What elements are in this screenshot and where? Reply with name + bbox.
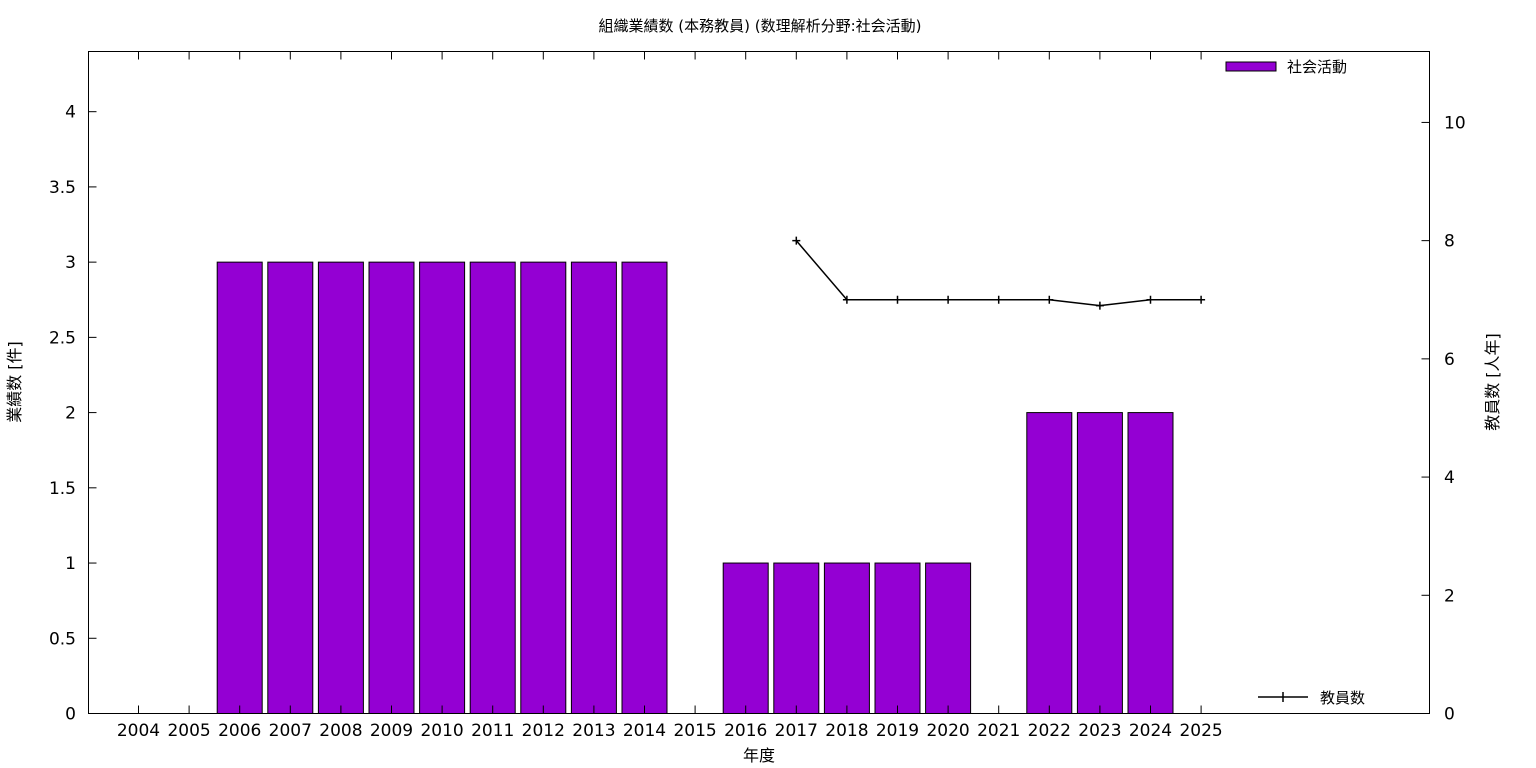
y2-axis: 0 2 4 6 8 10	[1421, 113, 1466, 725]
bar-2022	[1026, 412, 1073, 714]
y2-tick-label: 0	[1444, 705, 1455, 725]
legend-bars: 社会活動	[1225, 58, 1347, 76]
y2-tick-label: 2	[1444, 586, 1455, 606]
bars-layer	[216, 261, 1174, 715]
x-tick-label: 2019	[876, 721, 919, 741]
line-point-2025	[1197, 295, 1206, 304]
y2-tick-label: 6	[1444, 350, 1455, 370]
line-point-2022	[1045, 295, 1054, 304]
plot-frame	[88, 51, 1430, 714]
y-tick-label: 0	[65, 705, 76, 725]
x-tick-label: 2007	[269, 721, 312, 741]
x-tick-label: 2021	[977, 721, 1020, 741]
bar-2018	[823, 562, 870, 715]
y-tick-label: 0.5	[49, 629, 76, 649]
bar-2024	[1127, 412, 1174, 714]
y2-axis-label: 教員数 [人年]	[1483, 333, 1502, 431]
x-tick-label: 2014	[623, 721, 666, 741]
y-tick-label: 2	[65, 404, 76, 424]
x-tick-label: 2017	[775, 721, 818, 741]
x-tick-label: 2010	[420, 721, 463, 741]
x-tick-label: 2005	[167, 721, 210, 741]
bar-2010	[419, 261, 466, 714]
bar-2006	[216, 261, 263, 714]
legend-label-line: 教員数	[1320, 689, 1365, 707]
x-tick-label: 2018	[825, 721, 868, 741]
legend-line: 教員数	[1258, 689, 1365, 707]
legend-swatch-bars	[1225, 61, 1277, 72]
bar-2019	[874, 562, 921, 715]
y-tick-label: 3	[65, 253, 76, 273]
y-axis-label: 業績数 [件]	[5, 341, 24, 423]
y-tick-label: 4	[65, 103, 76, 123]
bar-2023	[1076, 412, 1123, 714]
bar-2014	[621, 261, 668, 714]
x-tick-label: 2025	[1179, 721, 1222, 741]
x-axis: 2004 2005 2006 2007 2008 2009 2010 2011 2012 2013…	[117, 51, 1223, 741]
x-tick-label: 2023	[1078, 721, 1121, 741]
bar-2017	[773, 562, 820, 715]
line-point-2019	[893, 295, 902, 304]
x-tick-label: 2024	[1129, 721, 1172, 741]
bar-2020	[925, 562, 972, 715]
y2-tick-label: 4	[1444, 468, 1455, 488]
y2-tick-label: 8	[1444, 232, 1455, 252]
bar-2011	[469, 261, 516, 714]
line-point-2017	[792, 236, 801, 245]
y2-tick-label: 10	[1444, 113, 1466, 133]
x-axis-label: 年度	[743, 746, 775, 765]
x-tick-label: 2008	[319, 721, 362, 741]
line-point-2021	[994, 295, 1003, 304]
line-point-2018	[842, 295, 851, 304]
chart-title: 組織業績数 (本務教員) (数理解析分野:社会活動)	[598, 17, 921, 35]
y-tick-label: 1	[65, 554, 76, 574]
line-point-2020	[944, 295, 953, 304]
bar-2016	[722, 562, 769, 715]
bar-2009	[368, 261, 415, 714]
bar-2007	[267, 261, 314, 714]
line-layer	[792, 236, 1206, 310]
x-tick-label: 2012	[522, 721, 565, 741]
legend-label-bars: 社会活動	[1287, 58, 1347, 76]
x-tick-label: 2013	[572, 721, 615, 741]
x-tick-label: 2011	[471, 721, 514, 741]
y-tick-label: 2.5	[49, 328, 76, 348]
line-point-2023	[1095, 301, 1104, 310]
x-tick-label: 2022	[1028, 721, 1071, 741]
x-tick-label: 2009	[370, 721, 413, 741]
y-tick-label: 3.5	[49, 178, 76, 198]
y-tick-label: 1.5	[49, 479, 76, 499]
x-tick-label: 2016	[724, 721, 767, 741]
bar-2013	[570, 261, 617, 714]
x-tick-label: 2004	[117, 721, 160, 741]
bar-2012	[520, 261, 567, 714]
bar-2008	[317, 261, 364, 714]
x-tick-label: 2006	[218, 721, 261, 741]
x-tick-label: 2020	[926, 721, 969, 741]
line-point-2024	[1146, 295, 1155, 304]
x-tick-label: 2015	[673, 721, 716, 741]
y-axis: 0 0.5 1 1.5 2 2.5 3 3.5 4	[49, 103, 97, 725]
